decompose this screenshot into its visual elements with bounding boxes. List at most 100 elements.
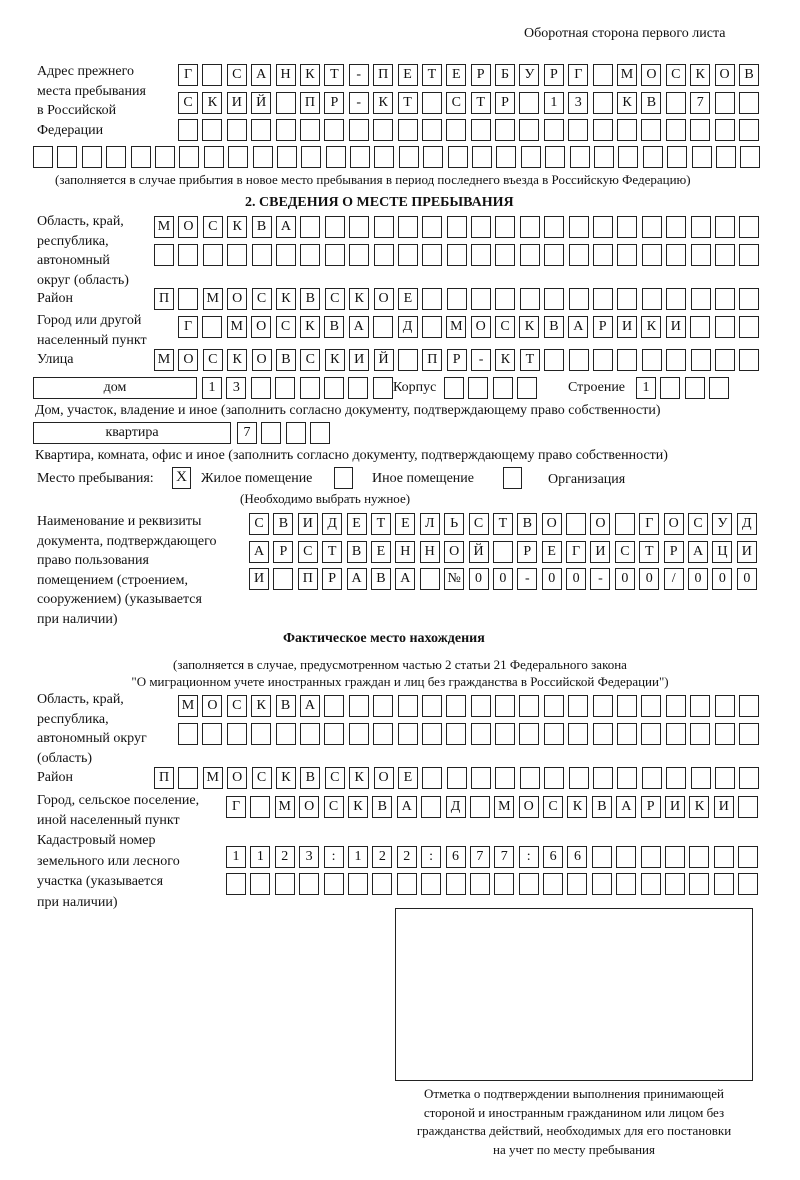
letter-cell[interactable] xyxy=(690,288,711,310)
letter-cell[interactable] xyxy=(543,873,564,895)
letter-cell[interactable]: 3 xyxy=(226,377,247,399)
letter-cell[interactable]: С xyxy=(178,92,198,114)
letter-cell[interactable] xyxy=(324,244,345,266)
letter-cell[interactable] xyxy=(641,767,662,789)
letter-cell[interactable]: Т xyxy=(370,513,391,535)
letter-cell[interactable] xyxy=(447,146,468,168)
letter-cell[interactable] xyxy=(616,846,637,868)
letter-cell[interactable]: П xyxy=(297,568,318,590)
letter-cell[interactable] xyxy=(591,873,612,895)
letter-cell[interactable] xyxy=(640,846,661,868)
letter-cell[interactable]: В xyxy=(370,568,391,590)
letter-cell[interactable] xyxy=(614,513,635,535)
letter-cell[interactable] xyxy=(227,244,248,266)
letter-cell[interactable] xyxy=(373,316,394,338)
letter-cell[interactable]: В xyxy=(273,513,294,535)
letter-cell[interactable] xyxy=(178,723,198,745)
letter-cell[interactable] xyxy=(739,767,760,789)
letter-cell[interactable] xyxy=(226,873,246,895)
letter-cell[interactable]: К xyxy=(617,92,638,114)
letter-cell[interactable] xyxy=(495,119,516,141)
letter-cell[interactable]: М xyxy=(202,288,223,310)
letter-cell[interactable]: Р xyxy=(517,541,538,563)
letter-cell[interactable] xyxy=(617,216,638,238)
letter-cell[interactable] xyxy=(665,846,686,868)
letter-cell[interactable] xyxy=(202,119,223,141)
letter-cell[interactable] xyxy=(348,695,369,717)
letter-cell[interactable] xyxy=(33,146,53,168)
letter-cell[interactable] xyxy=(274,873,295,895)
letter-cell[interactable]: Г xyxy=(639,513,660,535)
letter-cell[interactable]: О xyxy=(251,316,272,338)
letter-cell[interactable]: В xyxy=(275,349,296,371)
letter-cell[interactable] xyxy=(641,695,662,717)
letter-cell[interactable]: Т xyxy=(470,92,491,114)
apartment-type-field[interactable]: квартира xyxy=(33,422,231,444)
letter-cell[interactable] xyxy=(422,244,443,266)
letter-cell[interactable] xyxy=(545,146,566,168)
letter-cell[interactable] xyxy=(568,288,589,310)
letter-cell[interactable]: С xyxy=(275,316,296,338)
letter-cell[interactable] xyxy=(666,216,687,238)
letter-cell[interactable] xyxy=(444,377,464,399)
letter-cell[interactable]: И xyxy=(665,796,686,818)
letter-cell[interactable] xyxy=(519,288,540,310)
letter-cell[interactable] xyxy=(738,723,759,745)
letter-cell[interactable]: И xyxy=(226,92,247,114)
letter-cell[interactable] xyxy=(285,422,306,444)
cadastral-row-2[interactable] xyxy=(226,873,763,895)
letter-cell[interactable]: 0 xyxy=(736,568,757,590)
letter-cell[interactable]: Д xyxy=(322,513,343,535)
letter-cell[interactable] xyxy=(714,723,735,745)
letter-cell[interactable]: А xyxy=(348,316,369,338)
letter-cell[interactable] xyxy=(617,119,638,141)
letter-cell[interactable] xyxy=(689,846,710,868)
letter-cell[interactable] xyxy=(690,767,711,789)
letter-cell[interactable]: С xyxy=(202,349,223,371)
letter-cell[interactable]: О xyxy=(541,513,562,535)
letter-cell[interactable] xyxy=(713,873,734,895)
letter-cell[interactable]: 3 xyxy=(299,846,320,868)
letter-cell[interactable] xyxy=(617,767,638,789)
letter-cell[interactable] xyxy=(226,723,247,745)
letter-cell[interactable] xyxy=(349,244,370,266)
letter-cell[interactable]: Е xyxy=(541,541,562,563)
letter-cell[interactable] xyxy=(641,216,662,238)
letter-cell[interactable] xyxy=(543,695,564,717)
letter-cell[interactable] xyxy=(740,146,761,168)
letter-cell[interactable]: О xyxy=(641,64,662,86)
letter-cell[interactable]: П xyxy=(422,349,443,371)
letter-cell[interactable]: О xyxy=(373,767,394,789)
letter-cell[interactable] xyxy=(349,216,370,238)
letter-cell[interactable] xyxy=(324,695,345,717)
letter-cell[interactable] xyxy=(226,119,247,141)
letter-cell[interactable] xyxy=(495,767,516,789)
letter-cell[interactable] xyxy=(470,119,491,141)
letter-cell[interactable]: - xyxy=(348,92,369,114)
letter-cell[interactable] xyxy=(591,846,612,868)
letter-cell[interactable]: С xyxy=(202,216,223,238)
letter-cell[interactable] xyxy=(422,767,443,789)
letter-cell[interactable] xyxy=(250,873,271,895)
letter-cell[interactable] xyxy=(544,216,565,238)
letter-cell[interactable]: С xyxy=(324,288,345,310)
letter-cell[interactable]: 1 xyxy=(226,846,246,868)
letter-cell[interactable] xyxy=(251,119,272,141)
letter-cell[interactable]: Г xyxy=(568,64,589,86)
letter-cell[interactable]: Т xyxy=(324,64,345,86)
letter-cell[interactable] xyxy=(492,541,513,563)
letter-cell[interactable]: М xyxy=(154,216,174,238)
letter-cell[interactable] xyxy=(593,244,614,266)
letter-cell[interactable] xyxy=(323,873,344,895)
letter-cell[interactable]: О xyxy=(178,349,199,371)
letter-cell[interactable] xyxy=(544,349,565,371)
letter-cell[interactable] xyxy=(373,723,394,745)
letter-cell[interactable] xyxy=(738,695,759,717)
actual-region-row-2[interactable] xyxy=(178,723,763,745)
letter-cell[interactable] xyxy=(299,723,320,745)
letter-cell[interactable] xyxy=(566,513,587,535)
letter-cell[interactable] xyxy=(228,146,249,168)
letter-cell[interactable]: А xyxy=(688,541,709,563)
letter-cell[interactable] xyxy=(593,349,614,371)
